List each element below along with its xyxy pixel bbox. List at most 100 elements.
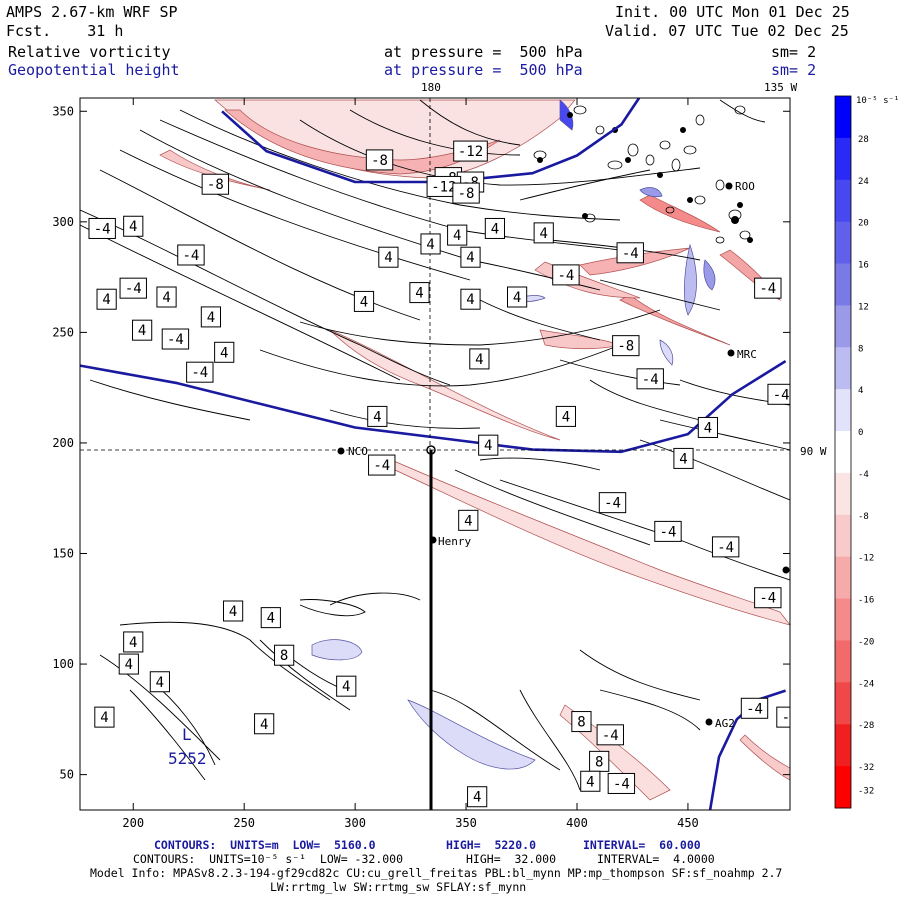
contour-label-box [697, 416, 719, 438]
contour-label-text: 4 [491, 221, 499, 237]
contour-label-text: -8 [458, 186, 475, 202]
contour-label-text: 4 [513, 290, 521, 306]
contour-label: 4 [447, 224, 468, 246]
contour-label-box [420, 233, 441, 255]
contour-label-text: -4 [373, 458, 390, 474]
contour-label: 4 [506, 286, 528, 308]
contour-label-text: 4 [342, 679, 350, 695]
contour-label-box [119, 277, 147, 299]
contour-label-text: 4 [466, 292, 474, 308]
colorbar-swatch [835, 389, 851, 432]
colorbar-tick-label: 8 [858, 344, 863, 354]
station-nco-dot [337, 447, 345, 455]
south-pole-marker [426, 445, 436, 455]
colorbar-tick-label: -8 [858, 512, 869, 522]
contour-label: 4 [458, 509, 479, 531]
contour-label: -4 [607, 772, 636, 794]
y-tick-label: 200 [52, 436, 74, 450]
contour-label-box [177, 244, 205, 266]
contour-label: -4 [368, 454, 396, 476]
contour-label-box [571, 711, 592, 733]
contour-label: -4 [88, 217, 116, 239]
contour-label: 8 [274, 644, 295, 666]
contour-label-text: -8 [371, 153, 388, 169]
contour-label: 4 [484, 217, 506, 239]
contour-label: 4 [260, 607, 281, 629]
contour-label-text: 4 [373, 409, 381, 425]
contour-label-text: 4 [466, 250, 474, 266]
contour-label-text: 4 [100, 710, 108, 726]
y-tick-label: 350 [52, 104, 74, 118]
contour-label: -4 [767, 383, 790, 405]
contour-label: 4 [367, 405, 388, 427]
contour-label-box [484, 217, 506, 239]
contour-label-text: -4 [94, 221, 111, 237]
contour-label-box [156, 286, 177, 308]
colorbar: 10⁻⁵ s⁻¹ 28 24 20 16 12 8 4 0 -4 -8 -12 -16 -20 -24 -28… [834, 95, 899, 809]
contour-label-text: 8 [577, 715, 585, 731]
field1-level: at pressure = 500 hPa [384, 43, 583, 61]
contour-label: 4 [467, 786, 488, 808]
lon-90w-label: 90 W [800, 445, 827, 458]
field2-smoothing: sm= 2 [771, 61, 817, 79]
colorbar-tick-label: -4 [858, 470, 869, 480]
contour-label: -4 [616, 242, 644, 264]
contour-label: 4 [673, 447, 694, 469]
contour-label: 4 [460, 288, 481, 310]
model-title: AMPS 2.67-km WRF SP [6, 3, 178, 21]
height-contour-info-interval: INTERVAL= 60.000 [583, 838, 701, 852]
contour-label: 4 [214, 341, 235, 363]
contour-label-box [552, 264, 580, 286]
contour-label: 8 [589, 750, 610, 772]
contour-label: 4 [409, 282, 430, 304]
contour-label-text: 4 [384, 250, 392, 266]
vorticity-map-chart: NCO Henry ROO MRC AG2 L 5252 -8-12-8-8-8… [52, 81, 899, 830]
contour-label-box [460, 288, 481, 310]
contour-label-text: 4 [475, 352, 483, 368]
contour-label-box [533, 222, 554, 244]
colorbar-tick-label: -28 [858, 721, 874, 731]
contour-label-box [254, 713, 275, 735]
contour-label: 4 [123, 631, 144, 653]
contour-label-box [469, 348, 490, 370]
colorbar-swatch [835, 640, 851, 683]
y-tick-label: 100 [52, 657, 74, 671]
contour-label-box [711, 536, 740, 558]
colorbar-swatch [835, 179, 851, 223]
contour-label-box [260, 607, 281, 629]
contour-label-text: 4 [473, 790, 481, 806]
colorbar-unit: 10⁻⁵ s⁻¹ [856, 96, 899, 106]
vorticity-contour-info-interval: INTERVAL= 4.0000 [597, 852, 715, 866]
height-contour-info-units: CONTOURS: UNITS=m LOW= 5160.0 [154, 838, 376, 852]
x-tick-label: 250 [233, 816, 255, 830]
station-mrc-label: MRC [737, 348, 757, 361]
colorbar-swatch [835, 724, 851, 767]
contour-label-text: 4 [207, 310, 215, 326]
contour-label: 4 [222, 600, 244, 622]
colorbar-swatch [835, 682, 851, 725]
colorbar-tick-label: -16 [858, 596, 874, 606]
contour-label: -4 [789, 742, 790, 764]
contour-label-text: -12 [431, 179, 456, 195]
contour-label-text: 4 [484, 438, 492, 454]
contour-label-text: -4 [795, 608, 812, 624]
colorbar-tick-label: 16 [858, 261, 869, 271]
positive-vorticity-shading [311, 99, 716, 770]
contour-label-box [94, 706, 115, 728]
field1-name: Relative vorticity [8, 43, 171, 61]
contour-label-box [365, 149, 394, 171]
contour-label: 4 [118, 653, 139, 675]
contour-label-box [453, 140, 488, 162]
colorbar-swatch [835, 137, 851, 181]
height-contour-info-high: HIGH= 5220.0 [446, 838, 537, 852]
contour-label-box [118, 653, 139, 675]
contour-label: 4 [555, 405, 577, 427]
contour-label: 4 [149, 671, 170, 693]
field2-name: Geopotential height [8, 61, 180, 79]
contour-label-box [767, 383, 790, 405]
contour-label: 4 [580, 770, 601, 792]
contour-label-text: 4 [360, 294, 368, 310]
contour-label-box [353, 290, 375, 312]
colorbar-tick-label: 28 [858, 135, 869, 145]
init-time: Init. 00 UTC Mon 01 Dec 25 [615, 3, 850, 21]
